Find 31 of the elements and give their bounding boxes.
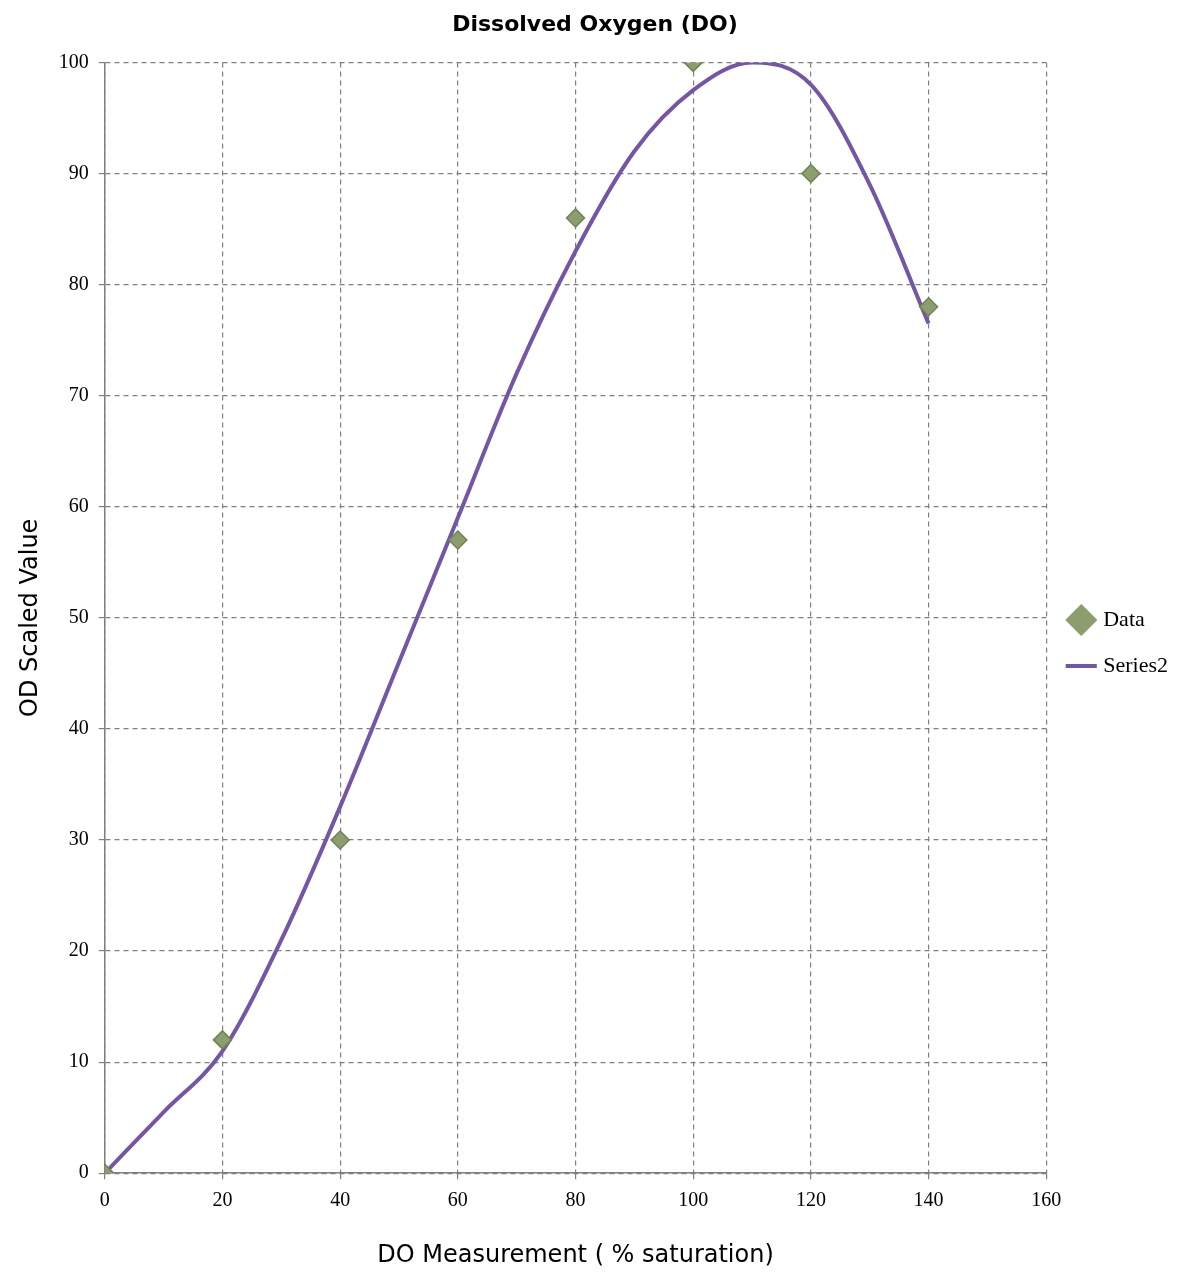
chart-title: Dissolved Oxygen (DO): [452, 10, 738, 36]
point: [448, 530, 468, 550]
y-tick-label: 30: [68, 827, 89, 850]
point: [801, 163, 821, 184]
point: [565, 208, 586, 228]
y-tick-label: 50: [68, 605, 89, 628]
x-tick-label: 80: [565, 1188, 586, 1211]
x-tick-label: 140: [913, 1188, 944, 1211]
x-tick-label: 120: [795, 1188, 826, 1211]
x-tick-label: 20: [212, 1188, 233, 1211]
point: [212, 1030, 233, 1050]
y-tick-label: 10: [68, 1049, 89, 1072]
y-tick-label: 0: [78, 1160, 89, 1183]
point: [918, 297, 939, 317]
x-axis-title: DO Measurement ( % saturation): [377, 1239, 774, 1268]
y-tick-label: 80: [68, 271, 89, 294]
x-tick-label: 60: [447, 1188, 468, 1211]
legend-label: Data: [1103, 605, 1145, 631]
y-axis-title: OD Scaled Value: [14, 518, 43, 717]
y-tick-label: 20: [68, 938, 89, 961]
y-tick-label: 90: [68, 160, 89, 183]
y-tick-label: 70: [68, 382, 89, 405]
x-tick-label: 100: [678, 1188, 709, 1211]
x-tick-label: 40: [330, 1188, 351, 1211]
legend-label: Series2: [1103, 651, 1168, 677]
y-tick-label: 60: [68, 493, 89, 516]
y-tick-label: 100: [58, 49, 89, 72]
x-tick-label: 0: [99, 1188, 110, 1211]
x-tick-label: 160: [1031, 1188, 1062, 1211]
point: [330, 830, 350, 850]
y-tick-label: 40: [68, 716, 89, 739]
